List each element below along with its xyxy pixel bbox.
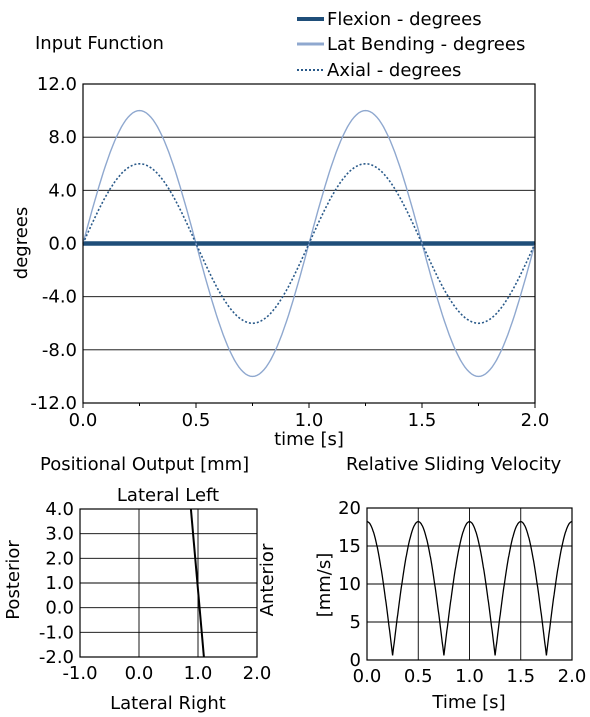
chart1-y-axis-label: degrees xyxy=(11,207,32,279)
chart1-x-axis-label: time [s] xyxy=(274,429,344,450)
y-tick-label: -12.0 xyxy=(30,393,77,414)
x-tick-label: 0.5 xyxy=(182,410,211,431)
x-tick-label: 0.0 xyxy=(125,663,154,684)
y-tick-label: 12.0 xyxy=(37,74,77,95)
chart2-gridlines xyxy=(79,508,258,658)
chart3-gridlines xyxy=(366,507,573,661)
chart2-series xyxy=(189,508,205,658)
x-tick-label: 1.0 xyxy=(295,410,324,431)
chart1-series xyxy=(82,109,536,378)
chart2-right-axis-label: Anterior xyxy=(257,543,278,616)
y-tick-label: -8.0 xyxy=(42,340,77,361)
x-tick-label: -1.0 xyxy=(62,663,97,684)
chart1-plot-frame xyxy=(82,83,536,404)
chart-input-function: Input Function Flexion - degrees Lat Ben… xyxy=(11,9,549,450)
chart3-y-axis-label: [mm/s] xyxy=(314,553,335,618)
chart3-x-axis-label: Time [s] xyxy=(431,692,505,713)
y-tick-label: 10 xyxy=(338,574,361,595)
chart1-title: Input Function xyxy=(35,33,164,54)
y-tick-label: -2.0 xyxy=(39,647,74,668)
x-tick-label: 2.0 xyxy=(558,666,587,687)
x-tick-label: 1.0 xyxy=(455,666,484,687)
chart3-series xyxy=(367,521,572,656)
chart1-x-tick-labels: 0.0 0.5 1.0 1.5 2.0 xyxy=(69,410,550,431)
chart2-y-tick-labels: 4.0 3.0 2.0 1.0 0.0 -1.0 -2.0 xyxy=(39,499,74,668)
chart3-x-tick-labels: 0.0 0.5 1.0 1.5 2.0 xyxy=(353,666,587,687)
y-tick-label: 2.0 xyxy=(45,548,74,569)
legend-label-axial: Axial - degrees xyxy=(327,60,461,81)
y-tick-label: 0.0 xyxy=(48,234,77,255)
y-tick-label: 0 xyxy=(350,650,361,671)
x-tick-label: 2.0 xyxy=(521,410,550,431)
chart2-plot-frame xyxy=(79,508,258,658)
x-tick-label: 1.0 xyxy=(184,663,213,684)
x-tick-label: 1.5 xyxy=(506,666,535,687)
y-tick-label: 5 xyxy=(350,612,361,633)
chart1-legend: Flexion - degrees Lat Bending - degrees … xyxy=(297,9,525,81)
y-tick-label: 8.0 xyxy=(48,127,77,148)
chart2-title: Positional Output [mm] xyxy=(40,454,249,475)
series-line-position xyxy=(189,508,205,658)
y-tick-label: 3.0 xyxy=(45,524,74,545)
x-tick-label: 2.0 xyxy=(243,663,272,684)
y-tick-label: 20 xyxy=(338,498,361,519)
chart2-x-tick-labels: -1.0 0.0 1.0 2.0 xyxy=(62,663,271,684)
series-line-velocity xyxy=(367,521,572,656)
chart-positional-output: Positional Output [mm] Lateral Left 4.0 3… xyxy=(3,454,278,714)
legend-label-lat-bending: Lat Bending - degrees xyxy=(327,34,525,55)
x-tick-label: 0.5 xyxy=(404,666,433,687)
chart3-y-tick-labels: 20 15 10 5 0 xyxy=(338,498,361,671)
y-tick-label: -1.0 xyxy=(39,622,74,643)
y-tick-label: 1.0 xyxy=(45,573,74,594)
y-tick-label: -4.0 xyxy=(42,287,77,308)
y-tick-label: 4.0 xyxy=(45,499,74,520)
chart3-title: Relative Sliding Velocity xyxy=(346,454,562,475)
chart2-x-axis-label: Lateral Right xyxy=(110,693,226,714)
x-tick-label: 1.5 xyxy=(408,410,437,431)
x-tick-label: 0.0 xyxy=(69,410,98,431)
chart2-top-label: Lateral Left xyxy=(117,485,219,506)
legend-label-flexion: Flexion - degrees xyxy=(327,9,482,30)
y-tick-label: 15 xyxy=(338,536,361,557)
y-tick-label: 4.0 xyxy=(48,180,77,201)
x-tick-label: 0.0 xyxy=(353,666,382,687)
chart2-y-axis-label: Posterior xyxy=(3,540,24,620)
chart1-y-tick-labels: 12.0 8.0 4.0 0.0 -4.0 -8.0 -12.0 xyxy=(30,74,77,414)
y-tick-label: 0.0 xyxy=(45,598,74,619)
chart3-plot-frame xyxy=(366,507,573,661)
